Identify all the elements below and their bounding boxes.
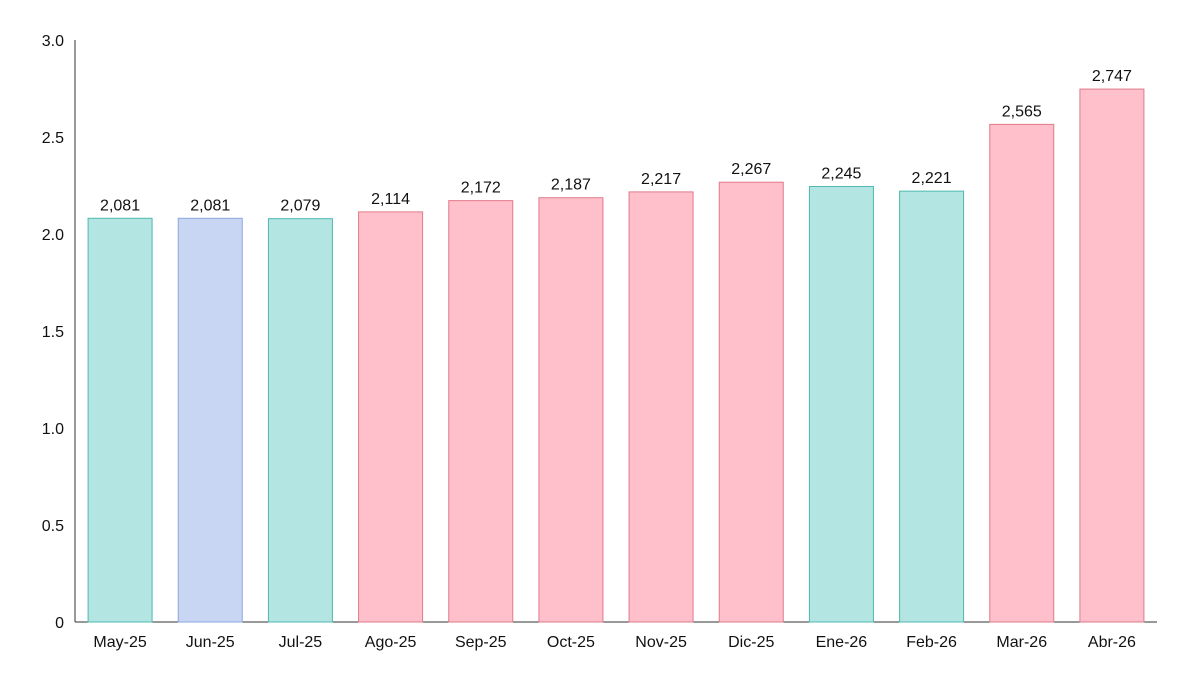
x-tick-label: Dic-25	[728, 634, 774, 651]
y-tick-label: 0.5	[42, 518, 64, 535]
x-tick-label: Abr-26	[1088, 634, 1136, 651]
bar-jun-25	[177, 217, 243, 623]
data-label: 2,217	[641, 171, 681, 188]
y-tick-label: 2.0	[42, 227, 64, 244]
data-label: 2,187	[551, 177, 591, 194]
y-tick-label: 1.0	[42, 421, 64, 438]
data-label: 2,267	[731, 161, 771, 178]
bar-jul-25	[267, 218, 333, 623]
x-tick-label: Nov-25	[635, 634, 687, 651]
x-tick-label: Mar-26	[996, 634, 1047, 651]
bars-group: 2,081 2,081 2,079 2,114 2,172 2,187 2,217 2,267…	[87, 68, 1145, 623]
data-label: 2,221	[912, 170, 952, 187]
data-label: 2,079	[280, 198, 320, 215]
bar-mar-26	[989, 123, 1055, 623]
x-tick-label: Ene-26	[816, 634, 868, 651]
x-tick-label: Jul-25	[279, 634, 323, 651]
x-tick-label: Jun-25	[186, 634, 235, 651]
x-tick-label: Ago-25	[365, 634, 417, 651]
bar-feb-26	[899, 190, 965, 623]
y-tick-label: 3.0	[42, 33, 64, 50]
bar-nov-25	[628, 191, 694, 623]
bar-ene-26	[808, 185, 874, 623]
bar-may-25	[87, 217, 153, 623]
y-tick-label: 1.5	[42, 324, 64, 341]
x-tick-label: Feb-26	[906, 634, 957, 651]
data-label: 2,081	[190, 197, 230, 214]
bar-abr-26	[1079, 88, 1145, 623]
x-tick-label: May-25	[93, 634, 146, 651]
y-tick-label: 2.5	[42, 130, 64, 147]
bar-dic-25	[718, 181, 784, 623]
bar-ago-25	[358, 211, 424, 623]
data-label: 2,565	[1002, 103, 1042, 120]
data-label: 2,245	[821, 165, 861, 182]
y-axis-ticks: 0 0.5 1.0 1.5 2.0 2.5 3.0	[42, 33, 64, 632]
data-label: 2,081	[100, 197, 140, 214]
category-labels: May-25 Jun-25 Jul-25 Ago-25 Sep-25 Oct-25 Nov-…	[93, 634, 1136, 651]
x-tick-label: Oct-25	[547, 634, 595, 651]
y-tick-label: 0	[55, 615, 64, 632]
data-label: 2,172	[461, 180, 501, 197]
bar-oct-25	[538, 197, 604, 623]
data-label: 2,747	[1092, 68, 1132, 85]
bar-sep-25	[448, 200, 514, 623]
data-label: 2,114	[371, 191, 410, 208]
x-tick-label: Sep-25	[455, 634, 507, 651]
